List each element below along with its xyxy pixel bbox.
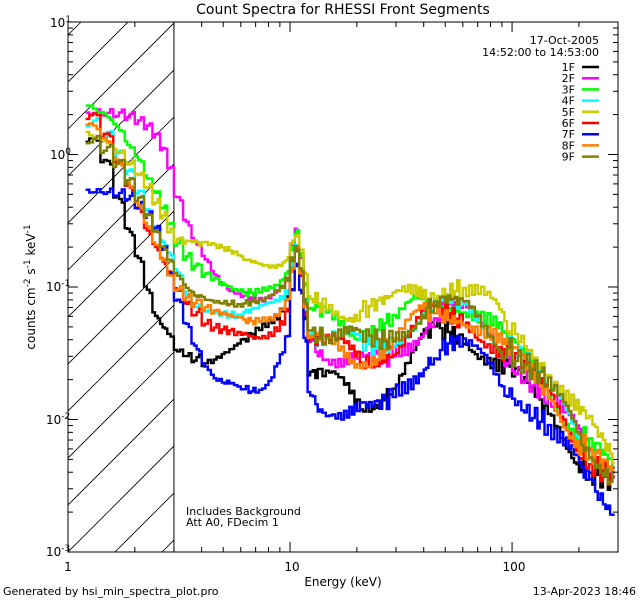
x-tick-label-100: 100 [503,560,526,574]
note-background: Includes Background [186,505,301,518]
hatch-line [68,69,174,177]
y-tick-label-1e-1: 10-1 [46,279,70,294]
hatch-line [68,398,174,506]
y-tick-label-1e1: 101 [50,15,71,30]
y-tick-labels: 10-3 10-2 10-1 100 101 [46,15,71,559]
plot-frame [67,21,619,553]
time-range-label: 14:52:00 to 14:53:00 [482,46,599,59]
x-tick-label-1: 1 [64,560,72,574]
series-layer [85,104,615,516]
y-tick-label-1e-2: 10-2 [46,412,70,427]
y-tick-label-1e-3: 10-3 [46,544,70,559]
note-attenuator: Att A0, FDecim 1 [186,516,279,529]
y-axis-label: counts cm-2 s-1 keV-1 [23,224,38,349]
legend-label-2f: 2F [562,72,575,85]
series-5f [85,130,615,465]
legend-label-1f: 1F [562,61,575,74]
legend-label-7f: 7F [562,128,575,141]
hatch-line [68,22,174,130]
x-tick-label-10: 10 [284,560,299,574]
legend-label-6f: 6F [562,117,575,130]
hatch-line [68,445,174,552]
hatched-region [68,22,640,552]
series-9f [85,134,615,485]
timestamp-label: 13-Apr-2023 18:46 [533,585,636,598]
hatch-line [68,210,174,318]
date-label: 17-Oct-2005 [530,34,599,47]
legend-label-9f: 9F [562,151,575,164]
x-tick-labels: 1 10 100 [64,560,525,574]
legend-label-5f: 5F [562,106,575,119]
legend-label-8f: 8F [562,139,575,152]
x-axis-label: Energy (keV) [304,575,381,589]
series-8f [85,122,615,474]
axis-ticks [67,21,619,553]
legend-label-3f: 3F [562,83,575,96]
generated-by-label: Generated by hsi_min_spectra_plot.pro [3,585,219,598]
series-2f [85,108,615,482]
hatch-line [632,22,640,552]
chart-title: Count Spectra for RHESSI Front Segments [196,2,490,18]
legend-label-4f: 4F [562,95,575,108]
series-6f [85,112,615,487]
y-tick-label-1e0: 100 [50,147,71,162]
series-7f [85,187,615,516]
